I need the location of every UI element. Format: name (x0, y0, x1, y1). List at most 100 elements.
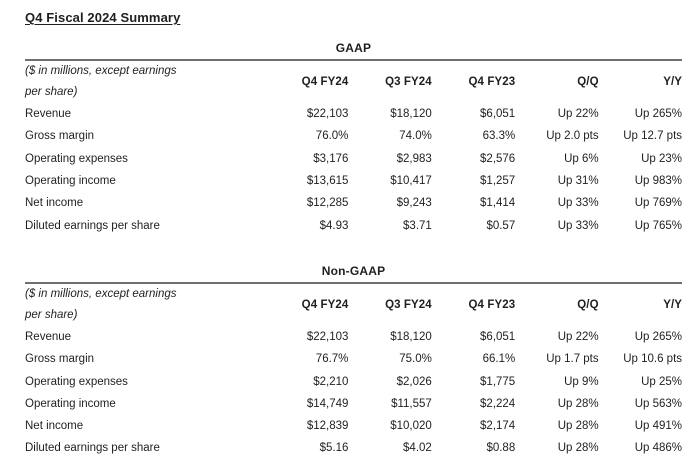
cell-value: $10,020 (390, 420, 432, 433)
cell-value: $2,026 (396, 375, 432, 388)
table-row-net-income: Net income $12,285 $9,243 $1,414 Up 33% … (25, 192, 682, 214)
gaap-column-header-q3fy24: Q3 FY24 (385, 76, 432, 88)
cell-value: Up 25% (641, 375, 683, 388)
page-title: Q4 Fiscal 2024 Summary (25, 10, 181, 25)
cell-value: Up 6% (564, 152, 599, 165)
cell-value: $10,417 (390, 175, 432, 188)
cell-value: Up 28% (557, 442, 599, 455)
non-gaap-column-header-q4fy23: Q4 FY23 (468, 298, 516, 311)
gaap-table-title: GAAP (335, 41, 372, 55)
cell-value: $13,615 (306, 175, 349, 188)
row-label: Net income (25, 420, 84, 433)
table-row-revenue: Revenue $22,103 $18,120 $6,051 Up 22% Up… (25, 326, 682, 348)
non-gaap-table-body: Revenue $22,103 $18,120 $6,051 Up 22% Up… (25, 326, 682, 460)
table-row-operating-expenses: Operating expenses $3,176 $2,983 $2,576 … (25, 148, 682, 170)
table-row-operating-income: Operating income $14,749 $11,557 $2,224 … (25, 393, 682, 415)
cell-value: $3.71 (403, 219, 432, 232)
cell-value: Up 9% (564, 375, 599, 388)
cell-value: Up 22% (557, 108, 599, 121)
cell-value: 76.7% (315, 353, 349, 366)
row-label: Operating expenses (25, 152, 128, 165)
cell-value: $18,120 (390, 330, 432, 343)
gaap-units-note: ($ in millions, except earnings per shar… (25, 61, 265, 103)
row-label: Operating income (25, 397, 116, 410)
cell-value: $2,983 (396, 152, 432, 165)
non-gaap-column-header-q3fy24: Q3 FY24 (385, 298, 432, 311)
cell-value: $22,103 (306, 330, 349, 343)
non-gaap-table-header-row: ($ in millions, except earnings per shar… (25, 281, 683, 326)
cell-value: Up 2.0 pts (546, 130, 599, 143)
cell-value: Up 12.7 pts (623, 130, 683, 143)
cell-value: Up 265% (634, 330, 683, 343)
cell-value: 76.0% (315, 130, 349, 143)
cell-value: Up 31% (557, 175, 599, 188)
non-gaap-column-header-yy: Y/Y (663, 298, 683, 311)
cell-value: Up 33% (557, 219, 599, 232)
cell-value: Up 22% (557, 330, 599, 343)
non-gaap-units-note: ($ in millions, except earnings per shar… (25, 284, 265, 326)
cell-value: $6,051 (480, 108, 516, 121)
non-gaap-table-title: Non-GAAP (321, 263, 386, 278)
cell-value: Up 491% (634, 420, 683, 433)
non-gaap-column-header-q4fy24: Q4 FY24 (301, 298, 349, 311)
non-gaap-column-header-qq: Q/Q (577, 298, 599, 311)
cell-value: $1,257 (480, 175, 516, 188)
table-row-gross-margin: Gross margin 76.7% 75.0% 66.1% Up 1.7 pt… (25, 348, 682, 370)
cell-value: 63.3% (482, 130, 516, 143)
gaap-column-header-yy: Y/Y (663, 76, 683, 88)
row-label: Gross margin (25, 130, 95, 143)
cell-value: 74.0% (399, 130, 432, 143)
cell-value: $4.02 (403, 442, 432, 455)
cell-value: $2,224 (480, 397, 516, 410)
cell-value: Up 486% (634, 442, 683, 455)
row-label: Operating income (25, 175, 116, 188)
cell-value: $6,051 (480, 330, 516, 343)
cell-value: $12,839 (306, 420, 349, 433)
cell-value: Up 28% (557, 397, 599, 410)
gaap-column-header-q4fy23: Q4 FY23 (468, 76, 516, 88)
cell-value: Up 28% (557, 420, 599, 433)
cell-value: Up 765% (634, 219, 683, 232)
row-label: Revenue (25, 330, 72, 343)
cell-value: $22,103 (306, 108, 349, 121)
table-row-operating-expenses: Operating expenses $2,210 $2,026 $1,775 … (25, 370, 682, 392)
row-label: Revenue (25, 108, 72, 121)
cell-value: $11,557 (391, 397, 432, 410)
cell-value: Up 23% (641, 152, 683, 165)
non-gaap-table: Non-GAAP ($ in millions, except earnings… (25, 265, 682, 460)
cell-value: $0.88 (486, 442, 516, 455)
units-note-line1: ($ in millions, except earnings (25, 287, 177, 300)
gaap-column-header-q4fy24: Q4 FY24 (301, 76, 349, 88)
units-note-line2: per share) (25, 308, 78, 321)
cell-value: $2,174 (480, 420, 516, 433)
row-label: Diluted earnings per share (25, 442, 160, 455)
row-label: Operating expenses (25, 375, 128, 388)
cell-value: $14,749 (306, 397, 349, 410)
table-row-operating-income: Operating income $13,615 $10,417 $1,257 … (25, 170, 682, 192)
cell-value: 66.1% (482, 353, 516, 366)
table-row-net-income: Net income $12,839 $10,020 $2,174 Up 28%… (25, 415, 682, 437)
cell-value: Up 33% (557, 197, 599, 210)
units-note-line1: ($ in millions, except earnings (25, 65, 177, 77)
cell-value: $1,414 (480, 197, 516, 210)
cell-value: Up 983% (634, 175, 683, 188)
row-label: Net income (25, 197, 84, 210)
gaap-table-body: Revenue $22,103 $18,120 $6,051 Up 22% Up… (25, 103, 682, 237)
cell-value: Up 563% (634, 397, 683, 410)
cell-value: $0.57 (486, 219, 516, 232)
row-label: Diluted earnings per share (25, 219, 160, 232)
cell-value: $2,210 (313, 375, 349, 388)
cell-value: $12,285 (306, 197, 349, 210)
table-row-revenue: Revenue $22,103 $18,120 $6,051 Up 22% Up… (25, 103, 682, 125)
cell-value: $4.93 (319, 219, 349, 232)
cell-value: Up 769% (634, 197, 683, 210)
cell-value: Up 1.7 pts (546, 353, 599, 366)
cell-value: $2,576 (480, 152, 516, 165)
table-row-diluted-eps: Diluted earnings per share $5.16 $4.02 $… (25, 437, 682, 459)
gaap-column-header-qq: Q/Q (577, 76, 599, 88)
table-row-diluted-eps: Diluted earnings per share $4.93 $3.71 $… (25, 214, 682, 236)
cell-value: $1,775 (480, 375, 516, 388)
row-label: Gross margin (25, 353, 95, 366)
table-row-gross-margin: Gross margin 76.0% 74.0% 63.3% Up 2.0 pt… (25, 125, 682, 147)
